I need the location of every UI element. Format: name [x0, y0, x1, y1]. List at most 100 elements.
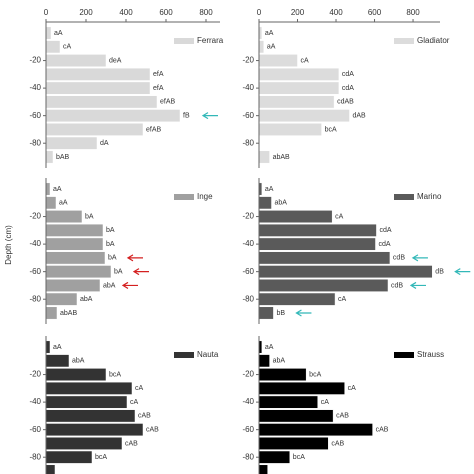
value-label: cA: [321, 399, 330, 406]
bar: [258, 150, 270, 164]
x-tick-label: 400: [329, 8, 343, 17]
bar: [45, 265, 112, 279]
bar: [45, 223, 104, 237]
y-tick-label: -60: [242, 425, 254, 434]
legend-swatch: [174, 352, 194, 358]
x-tick-label: 600: [159, 8, 173, 17]
x-tick-label: 800: [406, 8, 420, 17]
y-tick-label: -40: [29, 397, 41, 406]
y-tick-label: -80: [242, 452, 254, 461]
value-label: cAB: [125, 440, 138, 447]
value-label: cA: [335, 213, 344, 220]
value-label: deA: [109, 57, 122, 64]
value-label: cAB: [138, 413, 151, 420]
bar: [258, 122, 322, 136]
y-tick-label: -60: [242, 267, 254, 276]
bar: [45, 67, 151, 81]
value-label: cAB: [336, 413, 349, 420]
value-label: aA: [53, 186, 62, 193]
bar: [258, 395, 318, 409]
x-tick-label: 400: [119, 8, 133, 17]
y-tick-label: -40: [242, 239, 254, 248]
value-label: bA: [114, 269, 123, 276]
value-label: aA: [267, 44, 276, 51]
bar: [45, 368, 107, 382]
value-label: cAB: [146, 427, 159, 434]
bar: [258, 81, 340, 95]
value-label: cdAB: [337, 99, 354, 106]
arrow: [121, 281, 138, 289]
bar: [45, 292, 78, 306]
value-label: aA: [265, 344, 274, 351]
value-label: cdA: [378, 241, 390, 248]
legend-swatch: [394, 194, 414, 200]
value-label: cAB: [376, 427, 389, 434]
bar: [45, 395, 128, 409]
value-label: aA: [54, 30, 63, 37]
arrow: [454, 268, 471, 276]
value-label: dAB: [353, 113, 367, 120]
bar: [45, 381, 133, 395]
value-label: abA: [273, 358, 286, 365]
value-label: bA: [85, 213, 94, 220]
x-tick-label: 0: [257, 8, 262, 17]
bar: [45, 40, 61, 54]
bar: [45, 354, 70, 368]
x-tick-label: 200: [79, 8, 93, 17]
bar: [45, 81, 151, 95]
value-label: aA: [265, 30, 274, 37]
bar: [45, 436, 123, 450]
value-label: abA: [275, 200, 288, 207]
legend-label: Gladiator: [417, 36, 450, 45]
arrow: [411, 254, 428, 262]
legend-swatch: [174, 194, 194, 200]
y-tick-label: -20: [242, 56, 254, 65]
legend-swatch: [394, 38, 414, 44]
bar: [45, 340, 51, 354]
value-label: efA: [153, 71, 164, 78]
bar: [258, 292, 336, 306]
value-label: dA: [100, 140, 109, 147]
value-label: cdB: [391, 282, 403, 289]
legend-label: Strauss: [417, 350, 444, 359]
value-label: aA: [53, 344, 62, 351]
x-tick-label: 200: [291, 8, 305, 17]
y-tick-label: -20: [242, 212, 254, 221]
bar: [258, 265, 433, 279]
bar: [45, 278, 101, 292]
y-tick-label: -40: [242, 83, 254, 92]
bar: [258, 354, 270, 368]
value-label: bA: [106, 241, 115, 248]
value-label: bcA: [95, 454, 107, 461]
value-label: aA: [59, 200, 68, 207]
bar: [45, 251, 106, 265]
value-label: cdB: [393, 255, 405, 262]
value-label: abA: [103, 282, 116, 289]
value-label: bB: [276, 310, 285, 317]
bar: [258, 464, 268, 474]
y-tick-label: -20: [29, 370, 41, 379]
bar: [258, 196, 272, 210]
value-label: efAB: [160, 99, 176, 106]
value-label: cdA: [342, 85, 354, 92]
y-tick-label: -60: [242, 111, 254, 120]
value-label: efAB: [146, 126, 162, 133]
bar: [45, 237, 104, 251]
value-label: cdA: [379, 227, 391, 234]
y-tick-label: -60: [29, 111, 41, 120]
value-label: bA: [108, 255, 117, 262]
y-tick-label: -20: [29, 212, 41, 221]
arrow: [409, 281, 427, 289]
y-tick-label: -40: [242, 397, 254, 406]
value-label: cdA: [342, 71, 354, 78]
value-label: cA: [338, 296, 347, 303]
x-tick-label: 600: [368, 8, 382, 17]
value-label: efA: [153, 85, 164, 92]
y-axis-label: Depth (cm): [4, 225, 13, 265]
value-label: abAB: [273, 154, 290, 161]
y-tick-label: -20: [29, 56, 41, 65]
arrow: [201, 112, 218, 120]
bar: [45, 423, 144, 437]
legend-swatch: [394, 352, 414, 358]
